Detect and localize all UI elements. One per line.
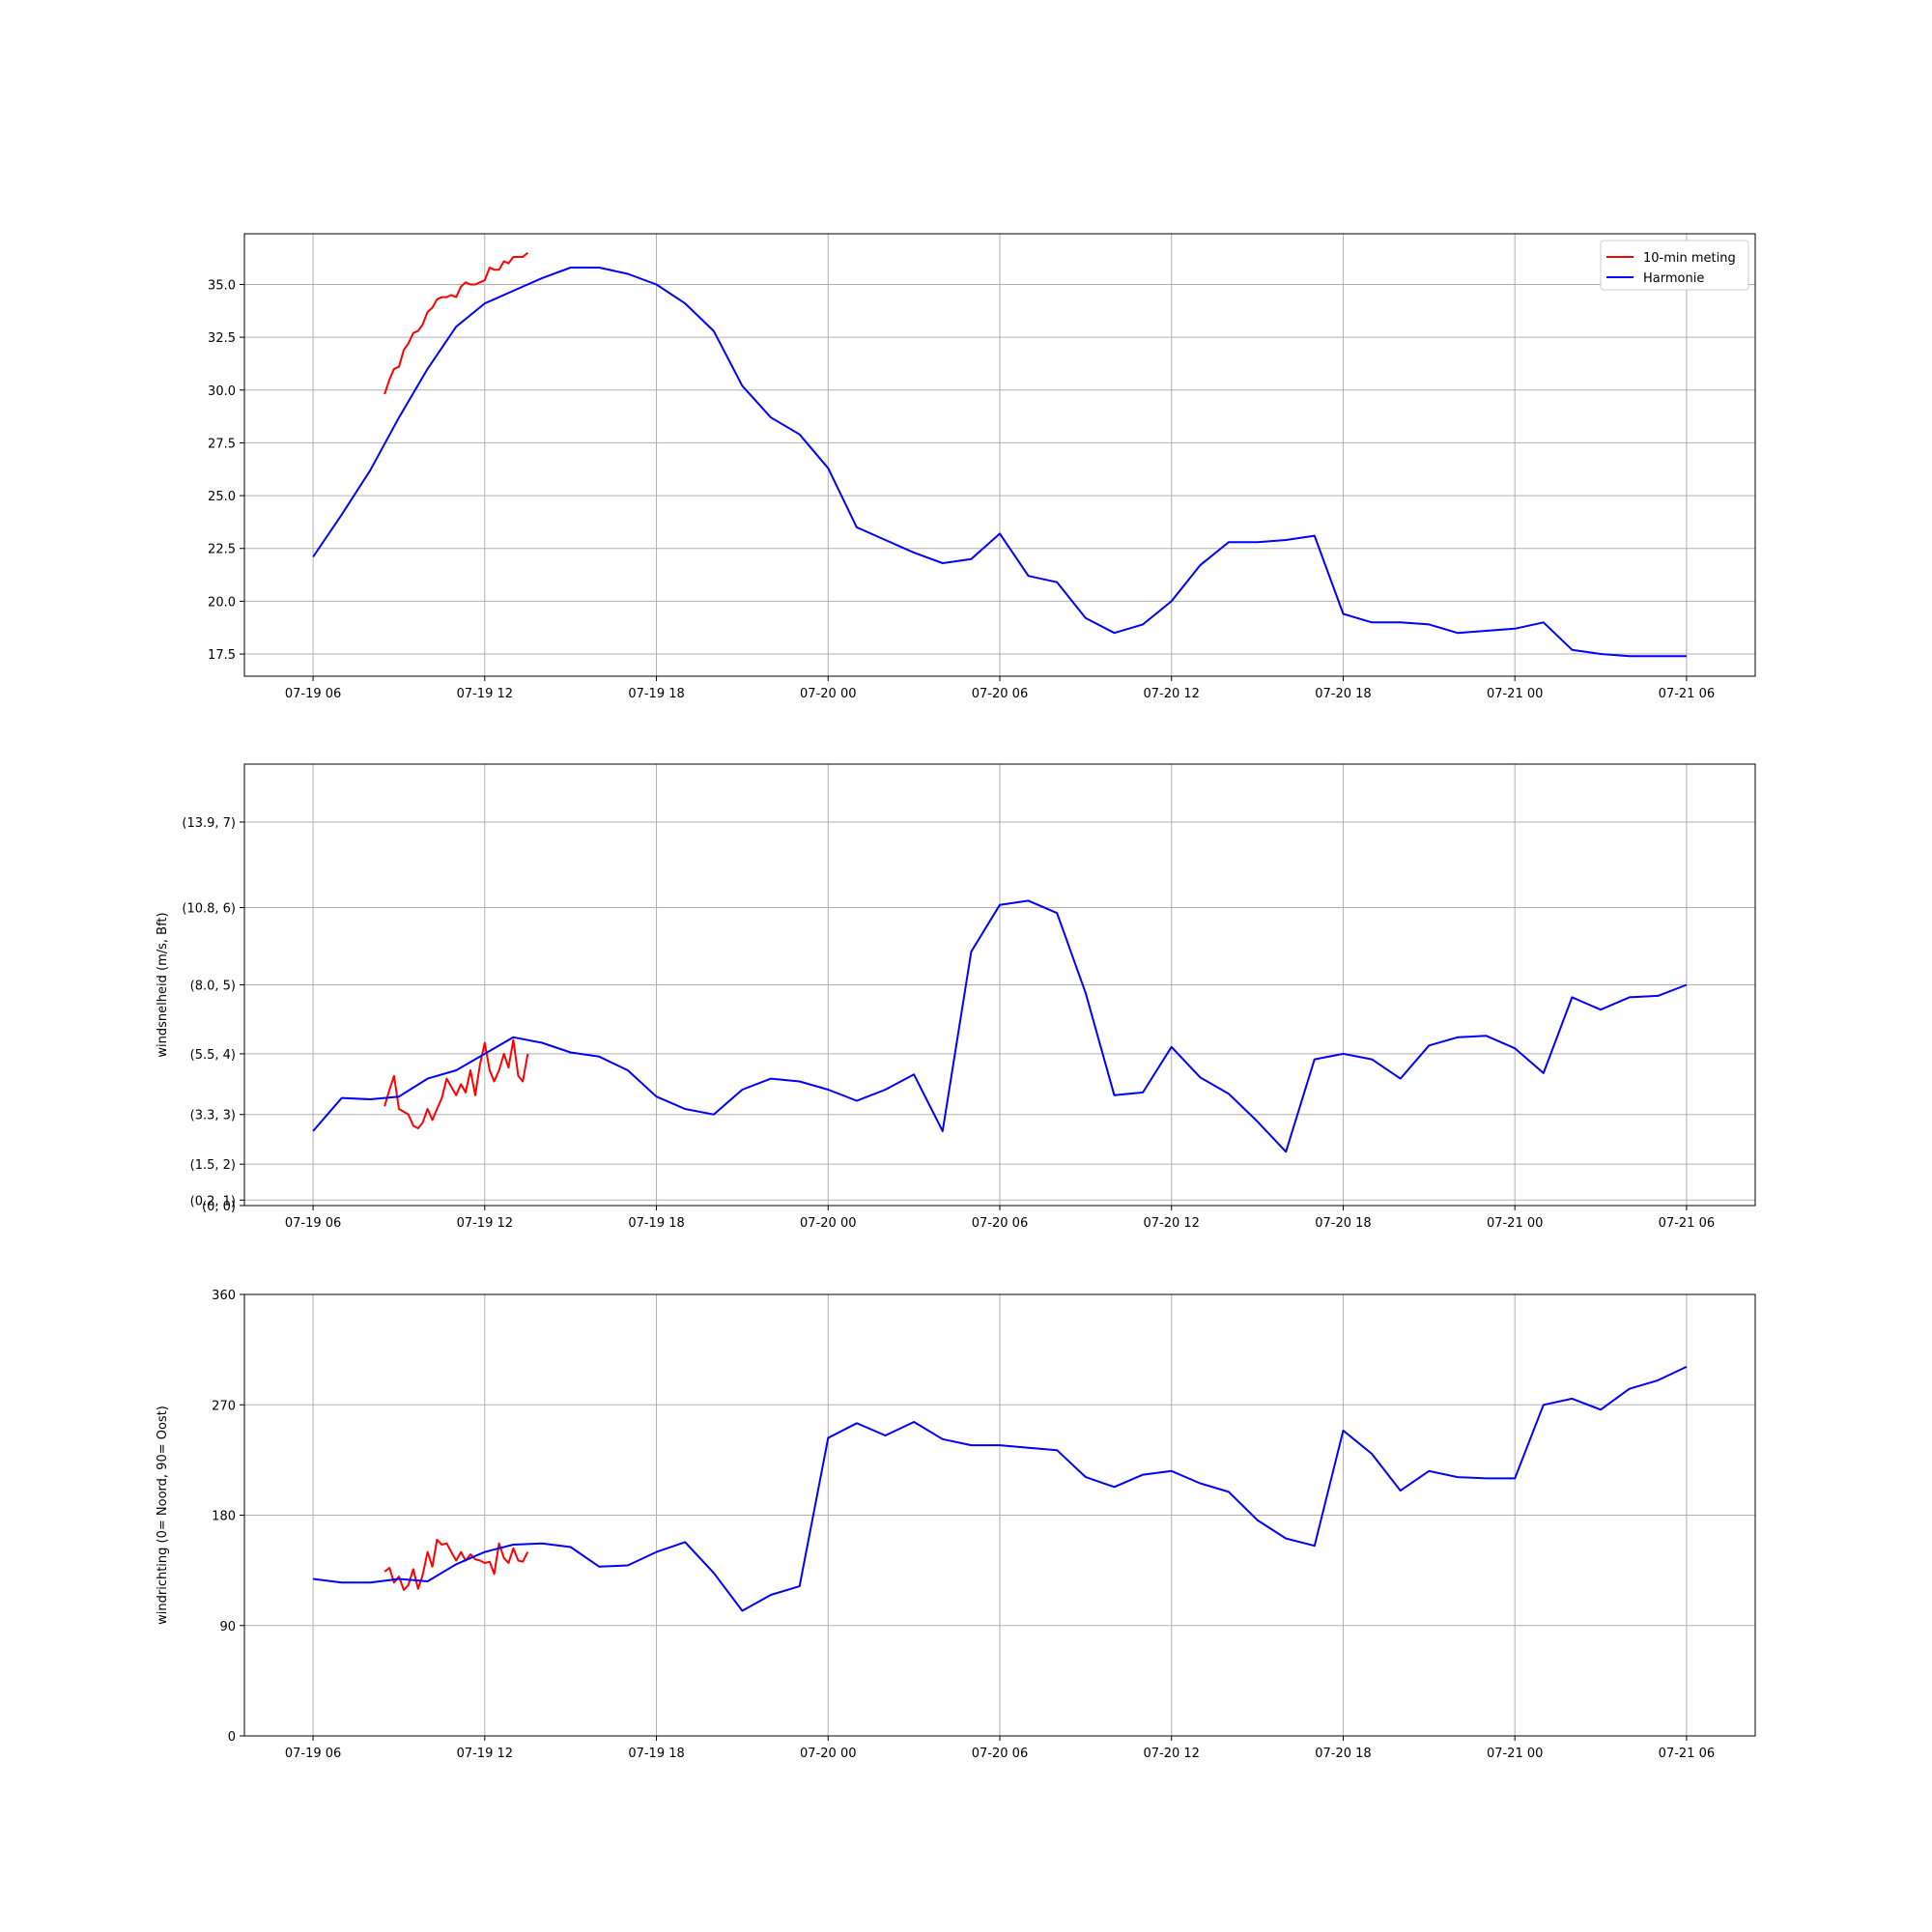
series-line-harmonie — [312, 1365, 1688, 1612]
y-tick-label: 20.0 — [208, 595, 236, 610]
x-tick-label: 07-19 12 — [457, 1216, 513, 1231]
axes-frame — [243, 1293, 1756, 1737]
y-tick-label: (0, 0) — [202, 1200, 236, 1214]
legend-box — [1600, 240, 1749, 291]
x-tick-label: 07-19 18 — [628, 687, 684, 701]
x-tick-label: 07-20 18 — [1315, 687, 1371, 701]
x-tick-label: 07-21 06 — [1659, 687, 1715, 701]
x-tick-label: 07-21 06 — [1659, 1747, 1715, 1761]
y-tick-label: (13.9, 7) — [182, 816, 236, 831]
y-tick-label: 360 — [212, 1289, 236, 1303]
x-tick-label: 07-20 12 — [1144, 1747, 1200, 1761]
y-tick-label: (3.3, 3) — [190, 1109, 236, 1123]
y-tick-label: 35.0 — [208, 278, 236, 293]
x-tick-label: 07-19 12 — [457, 687, 513, 701]
y-tick-label: (1.5, 2) — [190, 1158, 236, 1173]
x-tick-label: 07-19 06 — [285, 687, 341, 701]
x-tick-label: 07-19 06 — [285, 1747, 341, 1761]
x-tick-label: 07-20 18 — [1315, 1747, 1371, 1761]
y-tick-label: 22.5 — [208, 543, 236, 557]
y-tick-label: 270 — [212, 1399, 236, 1413]
x-tick-label: 07-19 06 — [285, 1216, 341, 1231]
x-tick-label: 07-20 06 — [972, 1216, 1028, 1231]
axes-frame — [243, 763, 1756, 1207]
y-tick-label: (5.5, 4) — [190, 1048, 236, 1063]
legend: 10-min meting Harmonie — [1600, 240, 1749, 291]
axes-frame — [243, 233, 1756, 677]
y-tick-label: (10.8, 6) — [182, 902, 236, 917]
y-tick-label: 17.5 — [208, 648, 236, 663]
y-tick-label: 27.5 — [208, 437, 236, 451]
subplot-1: 07-19 06 07-19 12 07-19 18 07-20 00 07-20 06… — [208, 233, 1756, 701]
y-tick-label: 90 — [219, 1620, 236, 1634]
y-tick-label: 25.0 — [208, 490, 236, 504]
y-tick-label: (8.0, 5) — [190, 980, 236, 994]
series-line-harmonie — [312, 899, 1688, 1153]
x-tick-label: 07-21 00 — [1487, 687, 1543, 701]
x-tick-label: 07-20 12 — [1144, 687, 1200, 701]
x-tick-label: 07-19 18 — [628, 1216, 684, 1231]
legend-entry-label: Harmonie — [1643, 271, 1704, 286]
x-tick-label: 07-21 00 — [1487, 1747, 1543, 1761]
y-tick-label: (0.2, 1) — [190, 1194, 236, 1208]
y-axis-label: windsnelheid (m/s, Bft) — [156, 912, 170, 1057]
x-tick-label: 07-19 12 — [457, 1747, 513, 1761]
x-tick-label: 07-21 00 — [1487, 1216, 1543, 1231]
y-tick-label: 180 — [212, 1510, 236, 1524]
x-tick-label: 07-20 06 — [972, 687, 1028, 701]
y-axis-label: windrichting (0= Noord, 90= Oost) — [156, 1406, 170, 1625]
series-line-10-min-meting — [384, 1538, 529, 1591]
y-tick-label: 30.0 — [208, 384, 236, 399]
legend-entry-label: 10-min meting — [1643, 251, 1736, 266]
series-line-harmonie — [312, 267, 1687, 658]
y-tick-label: 32.5 — [208, 331, 236, 346]
series-line-10-min-meting — [384, 251, 528, 395]
series-line-10-min-meting — [384, 1038, 529, 1129]
x-tick-label: 07-20 12 — [1144, 1216, 1200, 1231]
x-tick-label: 07-20 18 — [1315, 1216, 1371, 1231]
x-tick-label: 07-19 18 — [628, 1747, 684, 1761]
subplot-3: 07-19 06 07-19 12 07-19 18 07-20 00 07-20 06… — [156, 1289, 1756, 1761]
subplot-2: 07-19 06 07-19 12 07-19 18 07-20 00 07-20 06… — [156, 763, 1756, 1231]
x-tick-label: 07-21 06 — [1659, 1216, 1715, 1231]
x-tick-label: 07-20 00 — [800, 687, 856, 701]
x-tick-label: 07-20 06 — [972, 1747, 1028, 1761]
y-tick-label: 0 — [228, 1730, 236, 1745]
x-tick-label: 07-20 00 — [800, 1216, 856, 1231]
x-tick-label: 07-20 00 — [800, 1747, 856, 1761]
